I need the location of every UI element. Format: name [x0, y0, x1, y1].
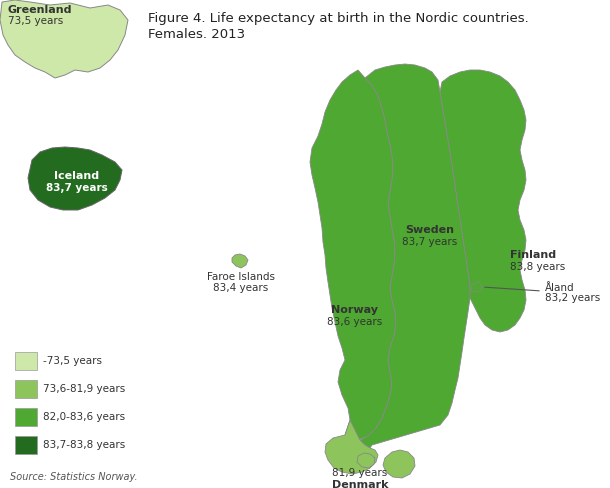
Polygon shape	[28, 147, 122, 210]
Text: Norway: Norway	[331, 305, 378, 315]
Text: 81,9 years: 81,9 years	[332, 468, 387, 478]
Text: 83,7-83,8 years: 83,7-83,8 years	[43, 440, 125, 450]
Text: 73,5 years: 73,5 years	[8, 16, 63, 26]
FancyBboxPatch shape	[15, 352, 37, 370]
Text: 83,4 years: 83,4 years	[214, 283, 268, 293]
Text: Females. 2013: Females. 2013	[148, 28, 245, 41]
Text: -73,5 years: -73,5 years	[43, 356, 102, 366]
Polygon shape	[471, 282, 482, 292]
Polygon shape	[0, 0, 128, 78]
Polygon shape	[325, 420, 378, 474]
FancyBboxPatch shape	[15, 380, 37, 398]
Text: 83,7 years: 83,7 years	[403, 237, 458, 247]
Text: Figure 4. Life expectancy at birth in the Nordic countries.: Figure 4. Life expectancy at birth in th…	[148, 12, 529, 25]
Polygon shape	[357, 453, 375, 468]
Polygon shape	[360, 64, 470, 448]
Polygon shape	[232, 254, 248, 268]
Text: 83,2 years: 83,2 years	[545, 293, 600, 303]
Text: 83,6 years: 83,6 years	[328, 317, 382, 327]
Text: Faroe Islands: Faroe Islands	[207, 272, 275, 282]
Text: Finland: Finland	[510, 250, 556, 260]
FancyBboxPatch shape	[15, 408, 37, 426]
Text: Denmark: Denmark	[332, 480, 388, 488]
Text: Iceland: Iceland	[54, 171, 99, 181]
Text: Åland: Åland	[545, 283, 575, 293]
Text: 82,0-83,6 years: 82,0-83,6 years	[43, 412, 125, 422]
Text: Source: Statistics Norway.: Source: Statistics Norway.	[10, 472, 138, 482]
Text: 83,8 years: 83,8 years	[510, 262, 565, 272]
Polygon shape	[440, 70, 526, 332]
Text: 83,7 years: 83,7 years	[46, 183, 108, 193]
Text: Greenland: Greenland	[8, 5, 73, 15]
Text: Sweden: Sweden	[406, 225, 454, 235]
FancyBboxPatch shape	[15, 436, 37, 454]
Polygon shape	[310, 70, 396, 440]
Polygon shape	[383, 450, 415, 478]
Text: 73,6-81,9 years: 73,6-81,9 years	[43, 384, 125, 394]
